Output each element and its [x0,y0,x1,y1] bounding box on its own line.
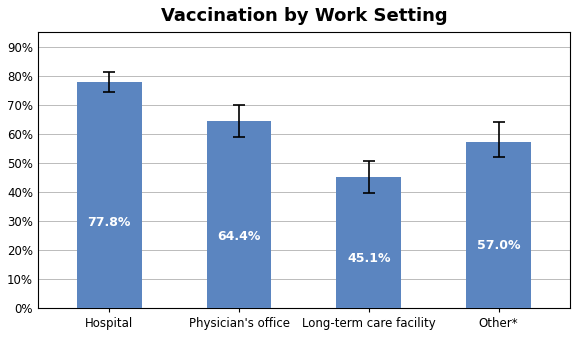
Title: Vaccination by Work Setting: Vaccination by Work Setting [160,7,447,25]
Text: 57.0%: 57.0% [477,239,520,252]
Text: 77.8%: 77.8% [88,216,131,228]
Bar [207,121,271,308]
Text: 64.4%: 64.4% [218,231,261,243]
Bar [336,177,401,308]
Text: 45.1%: 45.1% [347,252,391,265]
Bar [77,82,142,308]
Bar [466,143,531,308]
